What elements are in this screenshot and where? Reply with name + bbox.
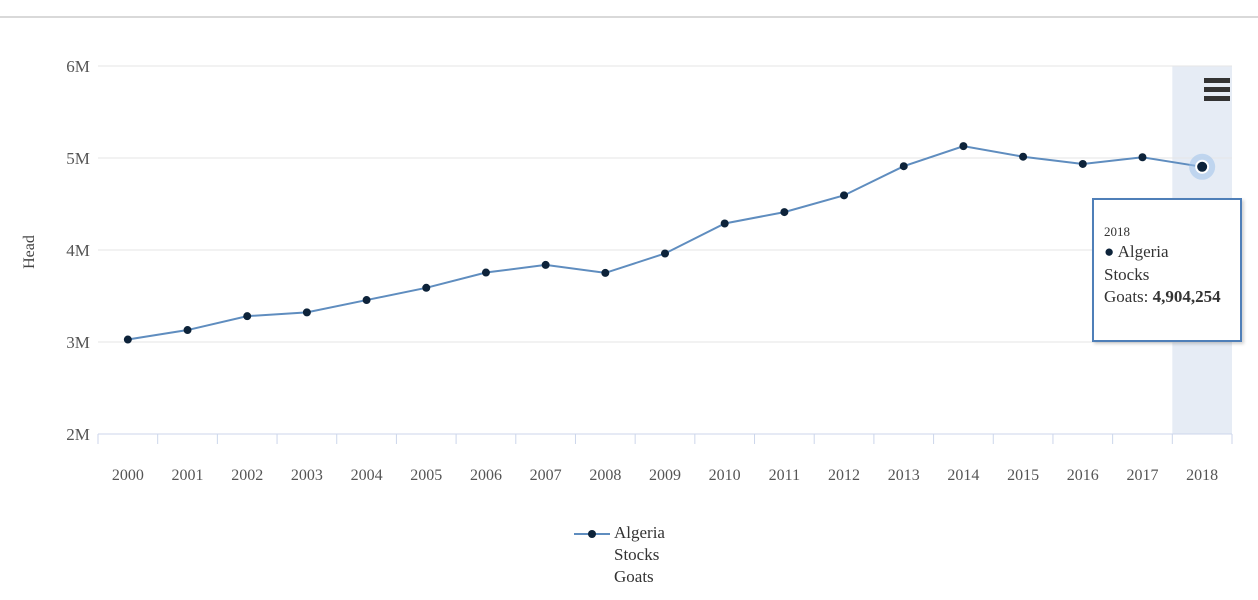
data-point[interactable] — [840, 191, 849, 200]
data-point[interactable] — [1019, 152, 1028, 161]
data-point-highlighted[interactable] — [1195, 159, 1210, 174]
tooltip-category: 2018 — [1104, 224, 1130, 239]
x-tick-label: 2015 — [1007, 467, 1039, 484]
data-point[interactable] — [720, 219, 729, 228]
data-point[interactable] — [302, 308, 311, 317]
y-axis-title: Head — [21, 235, 38, 269]
x-tick-label: 2009 — [649, 467, 681, 484]
data-point-tooltip: 2018 ● Algeria Stocks Goats: 4,904,254 — [1092, 198, 1242, 342]
data-point[interactable] — [661, 249, 669, 258]
x-tick-label: 2012 — [828, 467, 860, 484]
data-point[interactable] — [899, 162, 908, 171]
data-point[interactable] — [123, 335, 132, 344]
tooltip-value-line: Goats: 4,904,254 — [1104, 287, 1221, 306]
x-tick-label: 2000 — [112, 467, 144, 484]
x-tick-label: 2004 — [351, 467, 383, 484]
data-point[interactable] — [780, 208, 789, 217]
tooltip-value: 4,904,254 — [1152, 287, 1221, 306]
tooltip-series-name-line2: Stocks — [1104, 265, 1150, 284]
y-tick-label: 5M — [66, 149, 90, 168]
x-tick-label: 2002 — [231, 467, 263, 484]
x-tick-label: 2001 — [172, 467, 204, 484]
x-tick-label: 2006 — [470, 467, 502, 484]
legend-label: Algeria Stocks Goats — [614, 522, 704, 588]
y-tick-label: 4M — [66, 241, 90, 260]
x-tick-label: 2013 — [888, 467, 920, 484]
legend-label-line: Stocks — [614, 545, 660, 564]
x-tick-label: 2014 — [947, 467, 979, 484]
data-point[interactable] — [362, 296, 371, 305]
legend-label-line: Goats — [614, 567, 654, 586]
legend-line-marker-icon — [574, 530, 610, 538]
tooltip-series-name: ● Algeria — [1104, 242, 1169, 261]
legend-label-line: Algeria — [614, 523, 665, 542]
y-tick-label: 2M — [66, 425, 90, 444]
data-point[interactable] — [959, 142, 968, 151]
data-point[interactable] — [422, 283, 431, 292]
y-tick-label: 6M — [66, 57, 90, 76]
chart-context-menu-button[interactable] — [1200, 74, 1234, 108]
data-point[interactable] — [481, 268, 490, 277]
x-tick-label: 2008 — [589, 467, 621, 484]
series-line — [127, 145, 1203, 341]
y-tick-label: 3M — [66, 333, 90, 352]
x-tick-label: 2011 — [769, 467, 800, 484]
x-tick-label: 2016 — [1067, 467, 1099, 484]
x-tick-label: 2003 — [291, 467, 323, 484]
data-point[interactable] — [1138, 153, 1147, 162]
tooltip-bullet-icon: ● — [1104, 242, 1115, 261]
x-tick-label: 2010 — [709, 467, 741, 484]
data-point[interactable] — [541, 260, 550, 269]
x-tick-label: 2018 — [1186, 467, 1218, 484]
x-tick-label: 2007 — [530, 467, 562, 484]
x-tick-label: 2017 — [1126, 467, 1158, 484]
x-tick-label: 2005 — [410, 467, 442, 484]
top-divider — [0, 16, 1258, 18]
hamburger-menu-icon[interactable] — [1204, 78, 1230, 83]
data-point[interactable] — [601, 268, 610, 277]
data-point[interactable] — [183, 326, 192, 335]
data-point[interactable] — [243, 312, 252, 321]
data-point[interactable] — [1078, 159, 1087, 168]
